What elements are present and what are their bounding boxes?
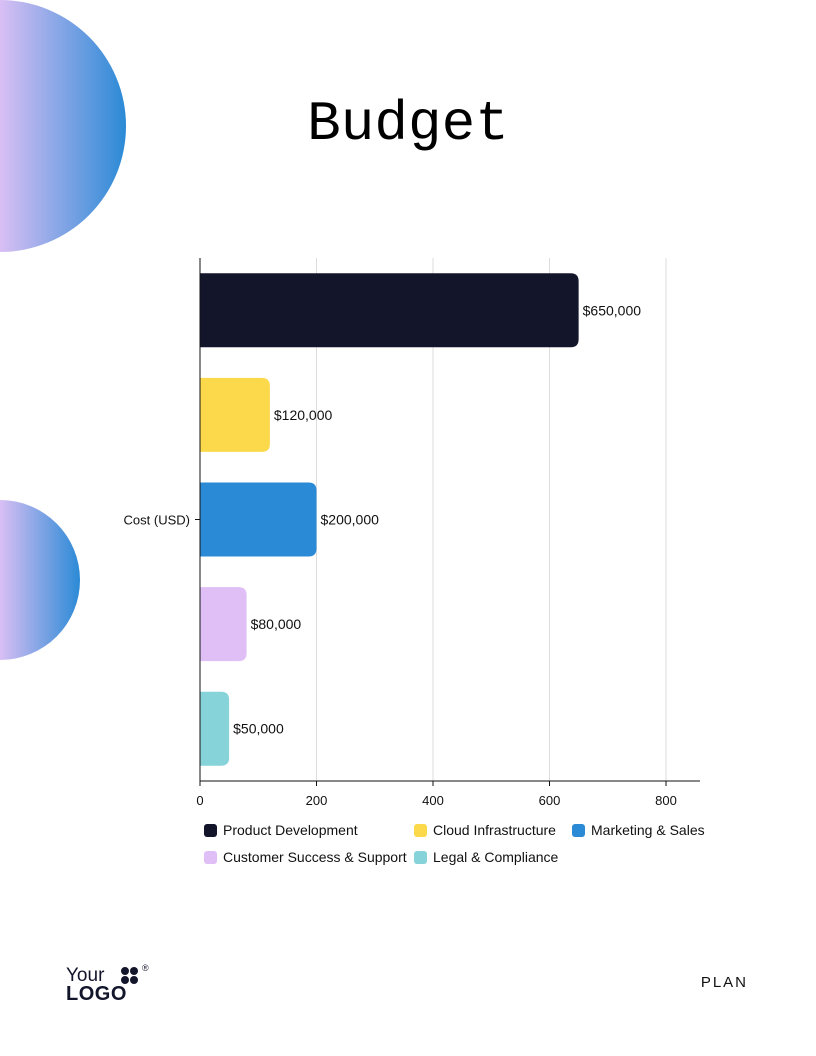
legend-swatch — [414, 823, 427, 837]
x-tick-label: 600 — [539, 793, 561, 808]
bar-value-label: $120,000 — [274, 407, 333, 423]
legend-label: Marketing & Sales — [591, 822, 705, 838]
legend-item: Customer Success & Support — [204, 849, 407, 865]
bar-value-label: $200,000 — [321, 512, 380, 528]
logo-text-your: Your — [66, 965, 105, 986]
legend-label: Customer Success & Support — [223, 849, 407, 865]
legend-item: Legal & Compliance — [414, 849, 558, 865]
bar-value-label: $80,000 — [251, 616, 302, 632]
x-tick-label: 800 — [655, 793, 677, 808]
bar-marketing-sales — [200, 482, 317, 557]
legend-label: Legal & Compliance — [433, 849, 559, 865]
footer-label: PLAN — [700, 974, 748, 991]
x-tick-label: 200 — [306, 793, 328, 808]
bar-value-label: $50,000 — [233, 721, 284, 737]
legend-swatch — [204, 823, 217, 837]
legend-label: Product Development — [223, 822, 358, 838]
bar-product-development — [200, 273, 579, 348]
decorative-half-circle-middle — [0, 500, 80, 660]
legend-item: Product Development — [204, 822, 358, 838]
bar-layer: $650,000 $120,000 $200,000 $80,000 $50,000 — [200, 273, 642, 766]
logo-flower-icon — [121, 967, 139, 985]
x-tick-label: 400 — [422, 793, 444, 808]
budget-bar-chart: $650,000 $120,000 $200,000 $80,000 $50,000 0… — [124, 258, 700, 808]
registered-mark: ® — [142, 963, 149, 973]
legend-swatch — [414, 850, 427, 864]
bar-value-label: $650,000 — [583, 302, 642, 318]
axis-layer: 0 200 400 600 800 Cost (USD) — [124, 258, 700, 808]
y-axis-label: Cost (USD) — [124, 513, 190, 528]
legend-swatch — [572, 823, 585, 837]
legend-item: Marketing & Sales — [572, 822, 705, 838]
x-tick-label: 0 — [196, 793, 203, 808]
bar-legal-compliance — [200, 691, 230, 766]
legend-item: Cloud Infrastructure — [414, 822, 556, 838]
legend-swatch — [204, 850, 217, 864]
logo-text-logo: LOGO — [66, 983, 127, 1005]
page-title: Budget — [307, 92, 509, 156]
company-logo: Your LOGO ® — [66, 963, 156, 1005]
bar-customer-success-support — [200, 587, 247, 662]
legend-label: Cloud Infrastructure — [433, 822, 556, 838]
decorative-half-circle-top — [0, 0, 126, 252]
bar-cloud-infrastructure — [200, 377, 270, 452]
